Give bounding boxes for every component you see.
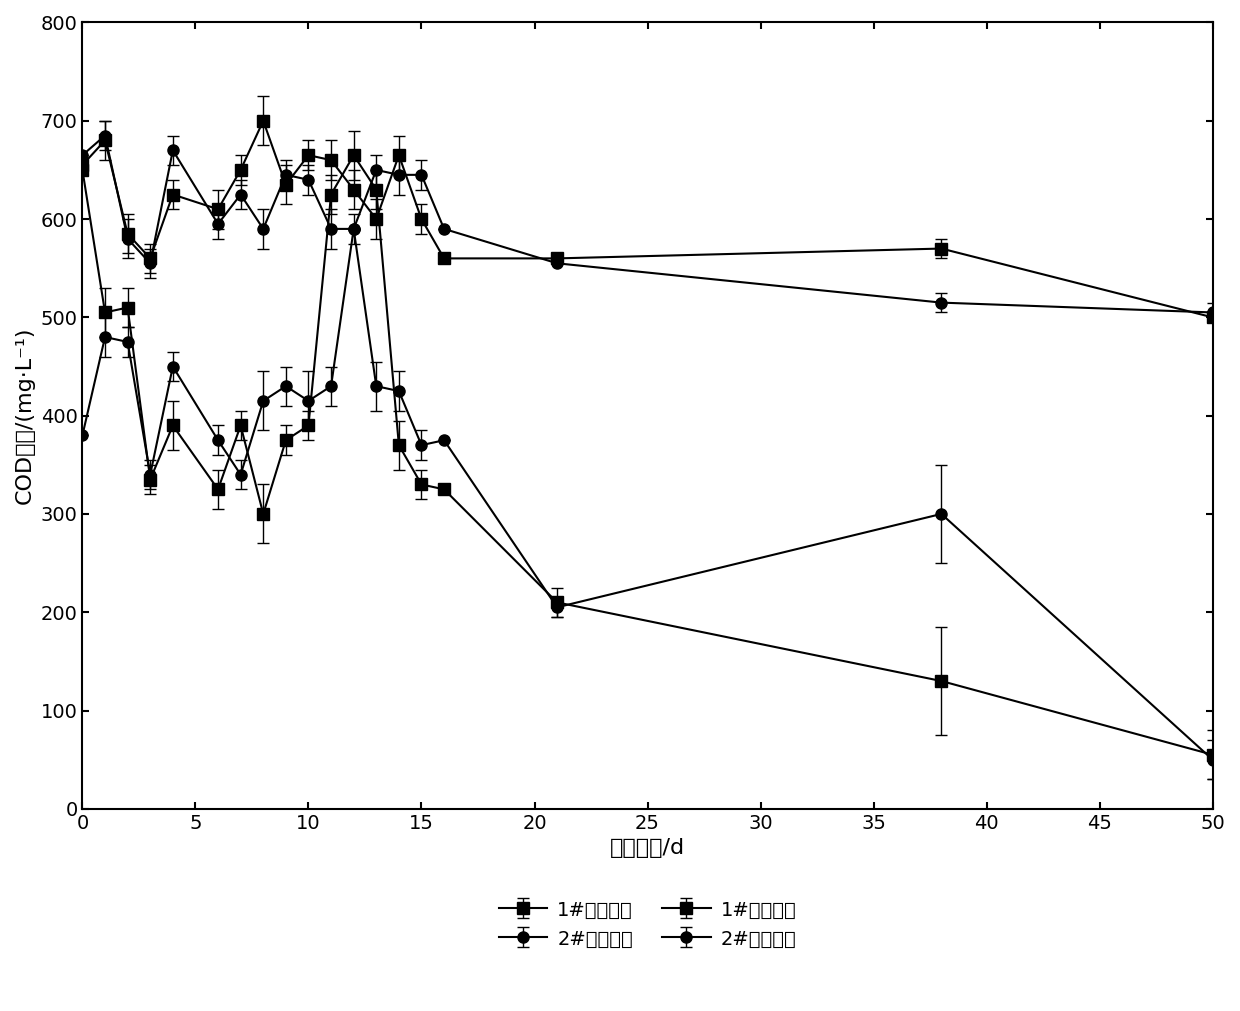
X-axis label: 反应时间/d: 反应时间/d (610, 838, 684, 858)
Y-axis label: COD浓度/(mg·L⁻¹): COD浓度/(mg·L⁻¹) (15, 327, 35, 504)
Legend: 1#生物修复, 2#生物修复, 1#对照实验, 2#对照实验: 1#生物修复, 2#生物修复, 1#对照实验, 2#对照实验 (491, 893, 804, 956)
